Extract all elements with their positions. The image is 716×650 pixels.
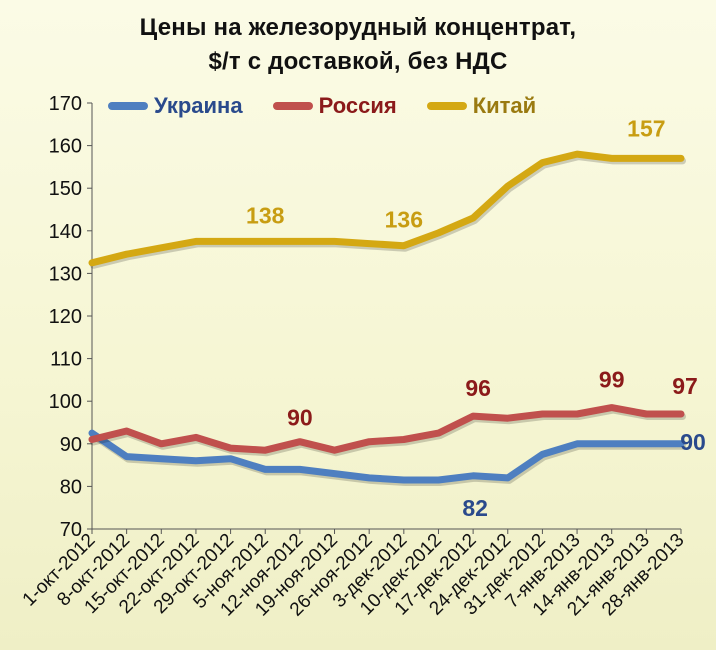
legend-label-ukraine: Украина [154, 93, 243, 118]
series-layer [88, 150, 686, 486]
legend-swatch-ukraine [108, 102, 148, 110]
chart-title-line-1: Цены на железорудный концентрат, [139, 14, 577, 41]
series-line [88, 150, 685, 267]
legend-item-ukraine: Украина [108, 93, 243, 119]
data-label: 138 [246, 202, 285, 228]
y-tick-label: 70 [60, 519, 82, 541]
chart-legend: Украина Россия Китай [108, 93, 566, 119]
y-tick-label: 160 [49, 136, 82, 158]
data-labels-layer: 82 90 90 96 99 97 138 136 157 [246, 115, 706, 520]
y-tick-label: 130 [49, 263, 82, 285]
series-line [88, 429, 685, 484]
y-tick-label: 80 [60, 476, 82, 498]
y-tick-label: 120 [49, 306, 82, 328]
legend-label-russia: Россия [318, 93, 397, 118]
legend-item-russia: Россия [272, 93, 397, 119]
y-tick-label: 170 [49, 93, 82, 115]
y-tick-label: 90 [60, 434, 82, 456]
data-label: 96 [465, 375, 491, 401]
series-line [88, 404, 685, 454]
y-tick-label: 150 [49, 178, 82, 200]
chart-axes: 7080901001101201301401501601701-окт-2012… [19, 93, 689, 620]
data-label: 90 [680, 429, 706, 455]
chart-title-line-2: $/т с доставкой, без НДС [208, 48, 508, 75]
y-tick-label: 100 [49, 391, 82, 413]
data-label: 136 [385, 207, 423, 233]
legend-label-china: Китай [472, 93, 537, 118]
legend-swatch-russia [272, 102, 313, 110]
data-label: 97 [672, 373, 698, 399]
data-label: 82 [462, 495, 488, 521]
data-label: 157 [627, 115, 665, 141]
data-label: 99 [599, 367, 625, 393]
y-tick-label: 110 [50, 349, 82, 371]
data-label: 90 [287, 405, 313, 431]
legend-item-china: Китай [426, 93, 537, 119]
legend-swatch-china [426, 102, 467, 110]
y-tick-label: 140 [49, 221, 82, 243]
